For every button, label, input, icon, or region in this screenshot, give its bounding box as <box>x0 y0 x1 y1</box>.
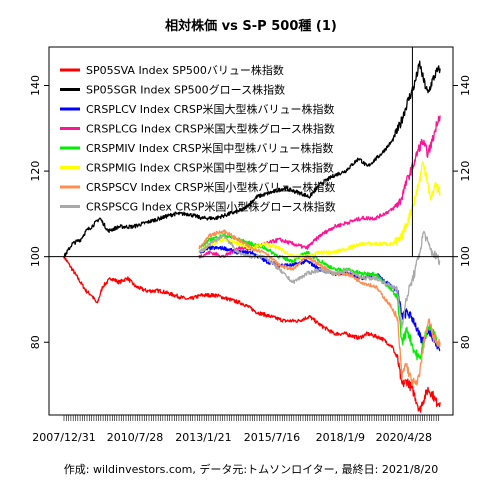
x-minor-ticks <box>63 415 439 421</box>
legend-label: CRSPLCV Index CRSP米国大型株バリュー株指数 <box>86 102 335 116</box>
x-tick-label: 2013/1/21 <box>175 431 231 444</box>
series-line-4 <box>198 115 441 259</box>
legend-label: CRSPSCG Index CRSP米国小型株グロース株指数 <box>86 200 336 214</box>
legend-label: CRSPMIV Index CRSP米国中型株バリュー株指数 <box>86 141 333 155</box>
y-tick-label-left: 140 <box>29 75 42 96</box>
series-line-8 <box>198 230 441 329</box>
series-line-1 <box>63 255 441 413</box>
series-line-2 <box>63 60 441 259</box>
legend-label: SP05SVA Index SP500バリュー株指数 <box>86 63 284 77</box>
x-axis: 2007/12/31 2010/7/28 2013/1/21 2015/7/16 201… <box>32 415 439 444</box>
y-tick-label-left: 100 <box>29 246 42 267</box>
x-tick-label: 2007/12/31 <box>32 431 95 444</box>
y-tick-label-left: 80 <box>29 335 42 349</box>
x-tick-label: 2020/4/28 <box>376 431 432 444</box>
chart-title: 相対株価 vs S-P 500種 (1) <box>165 18 337 34</box>
x-tick-label: 2018/1/9 <box>316 431 365 444</box>
y-axes: 80 80 100 100 120 120 140 140 <box>29 75 472 349</box>
legend-label: CRSPSCV Index CRSP米国小型株バリュー株指数 <box>86 180 335 194</box>
series-layer <box>63 60 441 413</box>
legend-label: SP05SGR Index SP500グロース株指数 <box>86 83 285 97</box>
series-line-6 <box>198 161 441 260</box>
x-tick-label: 2010/7/28 <box>107 431 163 444</box>
y-tick-label-right: 140 <box>459 75 472 96</box>
legend-label: CRSPLCG Index CRSP米国大型株グロース株指数 <box>86 122 335 136</box>
x-tick-label: 2015/7/16 <box>244 431 300 444</box>
plot-frame <box>48 46 454 416</box>
legend-label: CRSPMIG Index CRSP米国中型株グロース株指数 <box>86 161 334 175</box>
y-tick-label-right: 120 <box>459 161 472 182</box>
chart-footer: 作成: wildinvestors.com, データ元:トムソンロイター, 最終… <box>64 462 438 476</box>
legend: SP05SVA Index SP500バリュー株指数 SP05SGR Index … <box>60 63 336 214</box>
series-line-7 <box>198 229 441 386</box>
y-tick-label-left: 120 <box>29 161 42 182</box>
y-tick-label-right: 100 <box>459 246 472 267</box>
y-tick-label-right: 80 <box>459 335 472 349</box>
